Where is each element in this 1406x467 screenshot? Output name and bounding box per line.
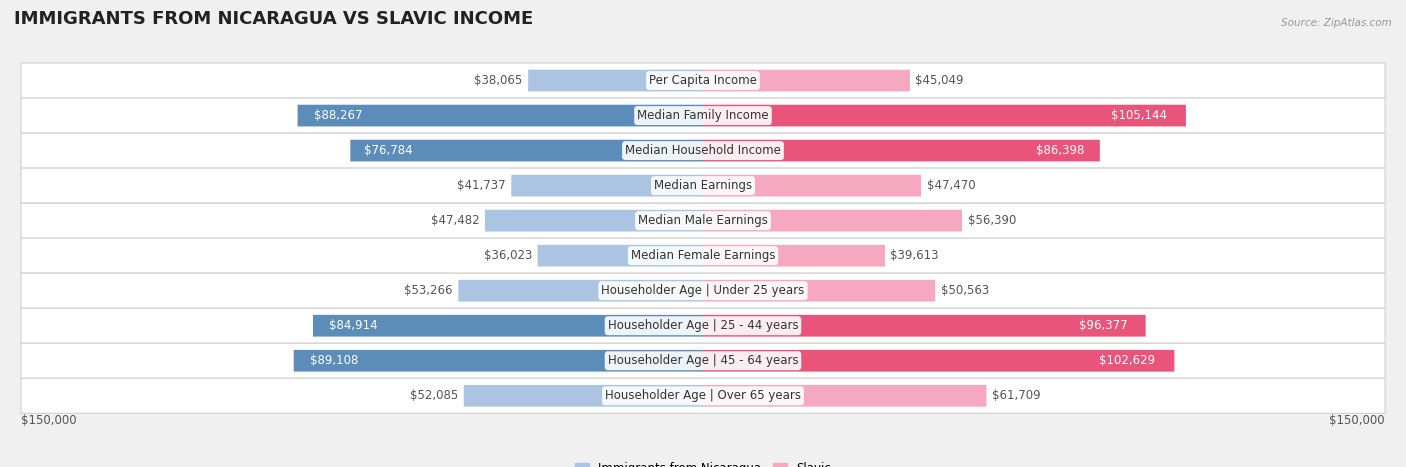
Text: $61,709: $61,709 [993,389,1040,402]
Text: $150,000: $150,000 [1330,414,1385,427]
FancyBboxPatch shape [703,140,1099,162]
FancyBboxPatch shape [703,280,935,302]
FancyBboxPatch shape [314,315,703,337]
Text: $53,266: $53,266 [405,284,453,297]
FancyBboxPatch shape [512,175,703,197]
FancyBboxPatch shape [458,280,703,302]
Text: $84,914: $84,914 [329,319,377,332]
FancyBboxPatch shape [21,133,1385,168]
Text: $76,784: $76,784 [364,144,413,157]
FancyBboxPatch shape [537,245,703,267]
Text: Householder Age | 25 - 44 years: Householder Age | 25 - 44 years [607,319,799,332]
FancyBboxPatch shape [21,63,1385,98]
FancyBboxPatch shape [350,140,703,162]
Text: $38,065: $38,065 [474,74,523,87]
Text: Source: ZipAtlas.com: Source: ZipAtlas.com [1281,18,1392,28]
Text: IMMIGRANTS FROM NICARAGUA VS SLAVIC INCOME: IMMIGRANTS FROM NICARAGUA VS SLAVIC INCO… [14,10,533,28]
Text: Median Female Earnings: Median Female Earnings [631,249,775,262]
FancyBboxPatch shape [464,385,703,407]
Text: $102,629: $102,629 [1099,354,1156,367]
Text: Median Earnings: Median Earnings [654,179,752,192]
Text: $41,737: $41,737 [457,179,506,192]
FancyBboxPatch shape [703,210,962,232]
FancyBboxPatch shape [21,203,1385,238]
Text: Median Family Income: Median Family Income [637,109,769,122]
FancyBboxPatch shape [21,308,1385,343]
Text: Householder Age | 45 - 64 years: Householder Age | 45 - 64 years [607,354,799,367]
Text: $89,108: $89,108 [311,354,359,367]
Text: $86,398: $86,398 [1036,144,1084,157]
Text: $39,613: $39,613 [890,249,939,262]
Text: Householder Age | Under 25 years: Householder Age | Under 25 years [602,284,804,297]
Text: $88,267: $88,267 [314,109,363,122]
Legend: Immigrants from Nicaragua, Slavic: Immigrants from Nicaragua, Slavic [569,458,837,467]
FancyBboxPatch shape [703,315,1146,337]
FancyBboxPatch shape [21,98,1385,133]
Text: $45,049: $45,049 [915,74,965,87]
FancyBboxPatch shape [703,105,1185,127]
FancyBboxPatch shape [21,378,1385,413]
FancyBboxPatch shape [703,70,910,92]
FancyBboxPatch shape [703,350,1174,372]
Text: $105,144: $105,144 [1111,109,1167,122]
Text: $150,000: $150,000 [21,414,76,427]
FancyBboxPatch shape [529,70,703,92]
Text: Householder Age | Over 65 years: Householder Age | Over 65 years [605,389,801,402]
Text: $50,563: $50,563 [941,284,988,297]
FancyBboxPatch shape [21,168,1385,203]
FancyBboxPatch shape [703,175,921,197]
FancyBboxPatch shape [21,238,1385,273]
FancyBboxPatch shape [21,343,1385,378]
Text: $96,377: $96,377 [1080,319,1128,332]
FancyBboxPatch shape [703,385,987,407]
Text: $52,085: $52,085 [411,389,458,402]
Text: $56,390: $56,390 [967,214,1017,227]
Text: $47,482: $47,482 [430,214,479,227]
FancyBboxPatch shape [298,105,703,127]
Text: $36,023: $36,023 [484,249,531,262]
Text: $47,470: $47,470 [927,179,976,192]
FancyBboxPatch shape [294,350,703,372]
Text: Per Capita Income: Per Capita Income [650,74,756,87]
FancyBboxPatch shape [703,245,884,267]
Text: Median Male Earnings: Median Male Earnings [638,214,768,227]
Text: Median Household Income: Median Household Income [626,144,780,157]
FancyBboxPatch shape [485,210,703,232]
FancyBboxPatch shape [21,273,1385,308]
